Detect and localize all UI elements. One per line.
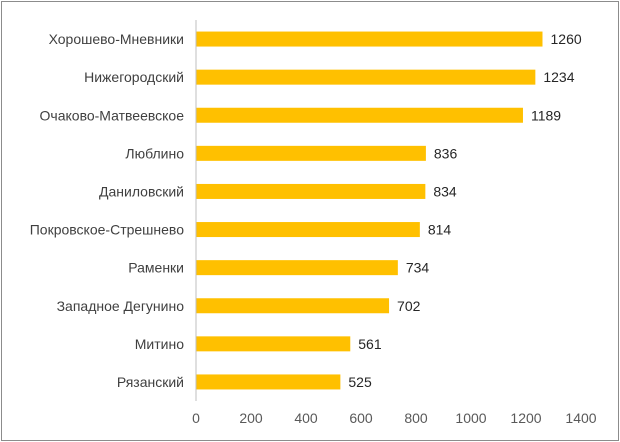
bar-5 bbox=[196, 183, 426, 199]
bar-9 bbox=[196, 336, 351, 352]
value-labels-group: 1260 1234 1189 836 834 814 734 702 561 525 bbox=[348, 31, 581, 390]
bar-1 bbox=[196, 31, 543, 47]
x-tick-label-400: 400 bbox=[294, 410, 318, 426]
value-label-3: 1189 bbox=[531, 107, 561, 123]
value-label-10: 525 bbox=[348, 374, 372, 390]
category-label-3: Очаково-Матвеевское bbox=[40, 107, 185, 123]
category-label-4: Люблино bbox=[125, 145, 184, 161]
value-label-4: 836 bbox=[434, 145, 458, 161]
value-label-6: 814 bbox=[428, 222, 452, 238]
bar-2 bbox=[196, 69, 536, 85]
category-label-10: Рязанский bbox=[117, 374, 184, 390]
category-label-6: Покровское-Стрешнево bbox=[30, 222, 184, 238]
category-label-9: Митино bbox=[135, 336, 184, 352]
x-tick-label-1000: 1000 bbox=[455, 410, 486, 426]
x-tick-label-800: 800 bbox=[404, 410, 428, 426]
bar-7 bbox=[196, 260, 398, 276]
x-tick-label-600: 600 bbox=[349, 410, 373, 426]
category-label-2: Нижегородский bbox=[84, 69, 184, 85]
x-tick-label-200: 200 bbox=[239, 410, 263, 426]
bar-3 bbox=[196, 107, 523, 123]
value-label-9: 561 bbox=[358, 336, 382, 352]
bar-10 bbox=[196, 374, 341, 390]
value-label-8: 702 bbox=[397, 298, 421, 314]
value-label-1: 1260 bbox=[551, 31, 582, 47]
bars-group bbox=[196, 31, 543, 390]
category-label-5: Даниловский bbox=[99, 183, 184, 199]
value-label-5: 834 bbox=[433, 183, 457, 199]
bar-6 bbox=[196, 222, 420, 238]
category-label-1: Хорошево-Мневники bbox=[49, 31, 184, 47]
value-label-2: 1234 bbox=[543, 69, 574, 85]
x-tick-label-0: 0 bbox=[192, 410, 200, 426]
category-label-7: Раменки bbox=[128, 260, 184, 276]
bar-4 bbox=[196, 145, 426, 161]
x-tick-labels-group: 0 200 400 600 800 1000 1200 1400 bbox=[192, 410, 597, 426]
value-label-7: 734 bbox=[406, 260, 430, 276]
category-labels-group: Хорошево-Мневники Нижегородский Очаково-Ма… bbox=[30, 31, 184, 390]
bar-8 bbox=[196, 298, 390, 314]
x-tick-label-1400: 1400 bbox=[565, 410, 596, 426]
x-tick-label-1200: 1200 bbox=[510, 410, 541, 426]
category-label-8: Западное Дегунино bbox=[57, 298, 185, 314]
